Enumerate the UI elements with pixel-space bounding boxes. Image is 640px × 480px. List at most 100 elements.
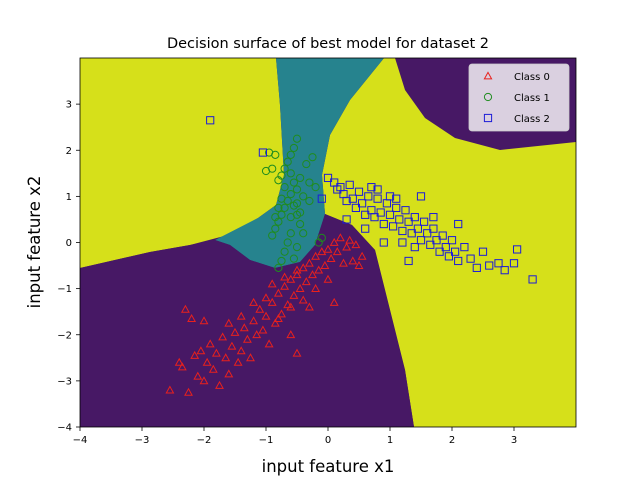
data-point [361, 224, 370, 233]
data-point [267, 279, 277, 288]
data-point [438, 231, 447, 240]
data-point [218, 332, 228, 341]
data-point [274, 263, 283, 272]
data-point [249, 297, 259, 306]
data-point [298, 295, 308, 304]
data-point [410, 213, 419, 222]
data-point [323, 274, 333, 283]
data-point [239, 323, 249, 332]
data-point [485, 261, 494, 270]
legend-label: Class 2 [514, 114, 550, 125]
data-point [323, 244, 333, 253]
data-point [295, 283, 305, 293]
data-point [429, 213, 438, 222]
data-point [454, 219, 463, 229]
data-point [190, 350, 200, 359]
data-point [277, 194, 286, 203]
data-point [392, 203, 401, 213]
data-point [345, 180, 354, 189]
data-point [249, 316, 259, 325]
region-class2 [322, 58, 576, 427]
data-point [320, 260, 330, 269]
legend: Class 0 Class 1 Class 2 [468, 63, 570, 132]
data-point [509, 259, 519, 268]
data-point [242, 334, 252, 343]
data-point [358, 199, 367, 208]
axes: −4 −3 −2 −1 0 1 2 3 −4 −3 −2 −1 0 1 2 3 [57, 100, 517, 446]
data-point [165, 385, 175, 394]
data-point [447, 236, 457, 245]
data-point [264, 339, 274, 348]
legend-items: Class 0 Class 1 Class 2 [483, 71, 550, 125]
data-point [423, 229, 432, 238]
data-point [271, 224, 280, 233]
data-point [261, 293, 271, 302]
data-point [367, 183, 376, 192]
x-tick-label: −3 [135, 435, 150, 446]
data-point [193, 371, 203, 380]
data-point [283, 300, 293, 309]
scatter-points [165, 116, 537, 396]
data-point [410, 243, 419, 252]
data-point [199, 316, 209, 325]
data-point [472, 263, 481, 272]
data-point [305, 178, 314, 187]
region-class1 [215, 58, 384, 268]
data-point [329, 297, 339, 306]
data-point [286, 274, 296, 283]
data-point [392, 194, 401, 203]
y-tick-label: −2 [57, 330, 72, 341]
data-point [407, 229, 416, 238]
x-tick-label: 1 [387, 435, 393, 446]
x-tick-label: 0 [325, 435, 331, 446]
data-point [286, 330, 296, 339]
data-point [348, 194, 357, 203]
series-class-2 [206, 116, 537, 284]
data-point [280, 281, 290, 290]
legend-label: Class 0 [514, 72, 550, 83]
data-point [466, 254, 475, 263]
data-point [274, 203, 283, 213]
data-point [354, 260, 364, 269]
data-point [373, 185, 382, 194]
data-point [429, 224, 438, 233]
data-point [283, 238, 292, 247]
x-tick-label: 3 [511, 435, 517, 446]
data-point [261, 311, 271, 320]
data-point [289, 143, 298, 153]
data-point [292, 265, 302, 274]
data-point [292, 185, 302, 194]
legend-label: Class 1 [514, 93, 550, 104]
data-point [435, 247, 444, 256]
data-point [460, 243, 469, 252]
data-point [298, 263, 308, 272]
data-point [317, 247, 327, 256]
data-point [416, 236, 426, 245]
y-axis-title: input feature x2 [25, 176, 44, 309]
data-point [286, 213, 295, 222]
data-point [224, 369, 234, 378]
data-point [184, 387, 193, 396]
data-point [441, 243, 450, 252]
data-point [398, 226, 407, 236]
data-point [270, 318, 280, 327]
data-point [265, 148, 274, 157]
data-point [292, 199, 302, 208]
data-point [211, 348, 221, 357]
data-point [258, 148, 267, 157]
data-point [286, 229, 295, 238]
data-point [444, 252, 453, 261]
data-point [351, 240, 361, 249]
data-point [280, 203, 289, 213]
data-point [329, 237, 339, 246]
data-point [494, 259, 503, 268]
y-tick-label: −1 [57, 284, 72, 295]
data-point [500, 266, 509, 275]
data-point [339, 258, 348, 267]
data-point [271, 213, 280, 222]
data-point [395, 215, 404, 224]
data-point [326, 254, 336, 263]
data-point [292, 348, 302, 357]
data-point [332, 247, 342, 256]
